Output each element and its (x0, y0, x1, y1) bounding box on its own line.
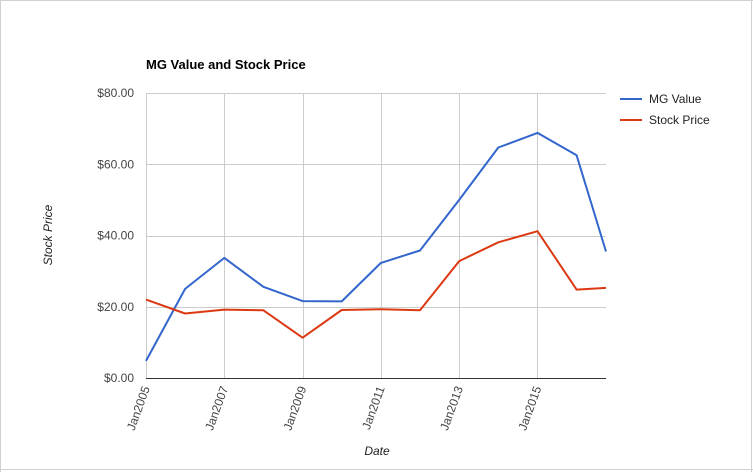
x-tick-label: Jan2011 (359, 384, 388, 432)
legend-label: MG Value (649, 92, 702, 106)
chart-grid (146, 93, 606, 378)
y-tick-label: $40.00 (97, 229, 134, 243)
y-tick-label: $0.00 (104, 371, 134, 385)
x-tick-label: Jan2009 (281, 384, 310, 432)
x-tick-label: Jan2007 (202, 384, 231, 432)
series-line-stock-price (145, 230, 607, 339)
chart-legend: MG Value Stock Price (620, 92, 710, 127)
y-tick-label: $60.00 (97, 157, 134, 171)
legend-label: Stock Price (649, 113, 710, 127)
y-axis-title: Stock Price (41, 204, 55, 265)
x-tick-label: Jan2015 (515, 384, 544, 432)
chart-series (145, 131, 607, 362)
x-tick-label: Jan2005 (124, 384, 153, 432)
series-line-mg-value (145, 131, 607, 362)
chart-labels: $0.00 $20.00 $40.00 $60.00 $80.00 Jan2005 Jan2… (97, 86, 544, 432)
chart-title: MG Value and Stock Price (146, 57, 306, 72)
y-tick-label: $20.00 (97, 300, 134, 314)
x-tick-label: Jan2013 (437, 384, 466, 432)
y-tick-label: $80.00 (97, 86, 134, 100)
x-axis-title: Date (364, 444, 390, 458)
